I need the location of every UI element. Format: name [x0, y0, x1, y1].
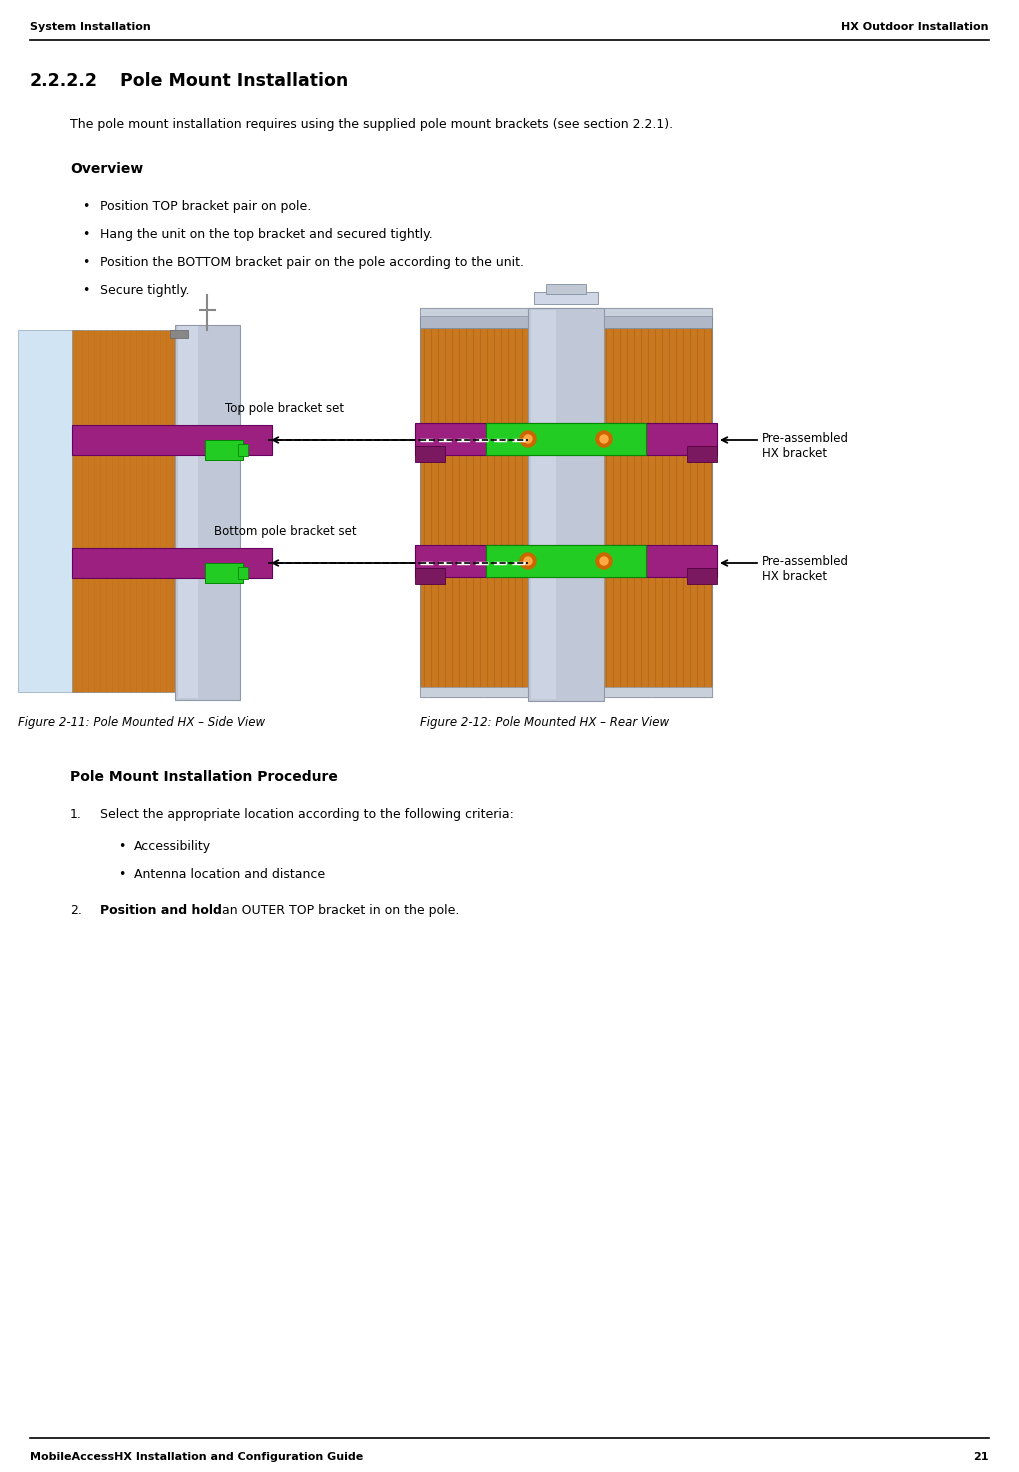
Circle shape — [524, 436, 532, 443]
Bar — [687, 568, 717, 584]
Text: an OUTER TOP bracket in on the pole.: an OUTER TOP bracket in on the pole. — [218, 904, 460, 917]
Circle shape — [520, 553, 536, 570]
Bar — [72, 330, 184, 692]
Bar — [415, 446, 445, 462]
Bar — [18, 330, 81, 692]
Bar — [486, 545, 646, 577]
Text: •: • — [118, 868, 125, 882]
Text: The pole mount installation requires using the supplied pole mount brackets (see: The pole mount installation requires usi… — [70, 118, 674, 131]
Bar — [238, 567, 248, 578]
Bar — [687, 446, 717, 462]
Text: 2.: 2. — [70, 904, 82, 917]
Bar — [420, 687, 712, 698]
Text: •: • — [118, 841, 125, 852]
Bar — [546, 284, 586, 294]
Text: MobileAccessHX Installation and Configuration Guide: MobileAccessHX Installation and Configur… — [30, 1451, 363, 1462]
Bar — [205, 562, 243, 583]
Bar — [415, 568, 445, 584]
Bar — [72, 425, 272, 455]
Text: Pole Mount Installation: Pole Mount Installation — [120, 72, 348, 90]
Bar — [486, 422, 646, 455]
Bar — [238, 445, 248, 456]
Text: •: • — [82, 228, 90, 241]
Text: Select the appropriate location according to the following criteria:: Select the appropriate location accordin… — [100, 808, 514, 821]
Text: 1.: 1. — [70, 808, 82, 821]
Text: System Installation: System Installation — [30, 22, 151, 32]
Text: Figure 2-11: Pole Mounted HX – Side View: Figure 2-11: Pole Mounted HX – Side View — [18, 715, 265, 729]
Text: Pre-assembled
HX bracket: Pre-assembled HX bracket — [762, 555, 849, 583]
Circle shape — [596, 553, 612, 570]
Bar — [170, 330, 187, 339]
Circle shape — [596, 431, 612, 447]
Bar — [178, 325, 198, 698]
Bar — [205, 440, 243, 459]
Bar — [72, 548, 272, 578]
Text: Pole Mount Installation Procedure: Pole Mount Installation Procedure — [70, 770, 338, 785]
Text: Secure tightly.: Secure tightly. — [100, 284, 190, 297]
Text: •: • — [82, 200, 90, 213]
Bar — [415, 545, 717, 577]
Text: Accessibility: Accessibility — [135, 841, 211, 852]
Text: HX Outdoor Installation: HX Outdoor Installation — [842, 22, 989, 32]
Bar — [531, 311, 556, 699]
Text: •: • — [82, 284, 90, 297]
Text: 21: 21 — [973, 1451, 989, 1462]
Text: Pre-assembled
HX bracket: Pre-assembled HX bracket — [762, 431, 849, 459]
Text: Position TOP bracket pair on pole.: Position TOP bracket pair on pole. — [100, 200, 311, 213]
Bar — [420, 308, 712, 698]
Circle shape — [600, 556, 608, 565]
Text: Position the BOTTOM bracket pair on the pole according to the unit.: Position the BOTTOM bracket pair on the … — [100, 256, 524, 269]
Circle shape — [524, 556, 532, 565]
Text: Top pole bracket set: Top pole bracket set — [225, 402, 344, 415]
Text: 2.2.2.2: 2.2.2.2 — [30, 72, 98, 90]
Text: •: • — [82, 256, 90, 269]
Bar — [420, 316, 712, 328]
Bar — [534, 291, 598, 305]
Bar — [175, 325, 240, 701]
Bar — [528, 308, 604, 701]
Bar — [420, 308, 712, 316]
Text: Overview: Overview — [70, 162, 144, 177]
Text: Position and hold: Position and hold — [100, 904, 222, 917]
Text: Bottom pole bracket set: Bottom pole bracket set — [214, 526, 357, 537]
Circle shape — [520, 431, 536, 447]
Bar — [415, 422, 717, 455]
Text: Figure 2-12: Pole Mounted HX – Rear View: Figure 2-12: Pole Mounted HX – Rear View — [420, 715, 669, 729]
Text: Hang the unit on the top bracket and secured tightly.: Hang the unit on the top bracket and sec… — [100, 228, 433, 241]
Text: Antenna location and distance: Antenna location and distance — [135, 868, 325, 882]
Circle shape — [600, 436, 608, 443]
